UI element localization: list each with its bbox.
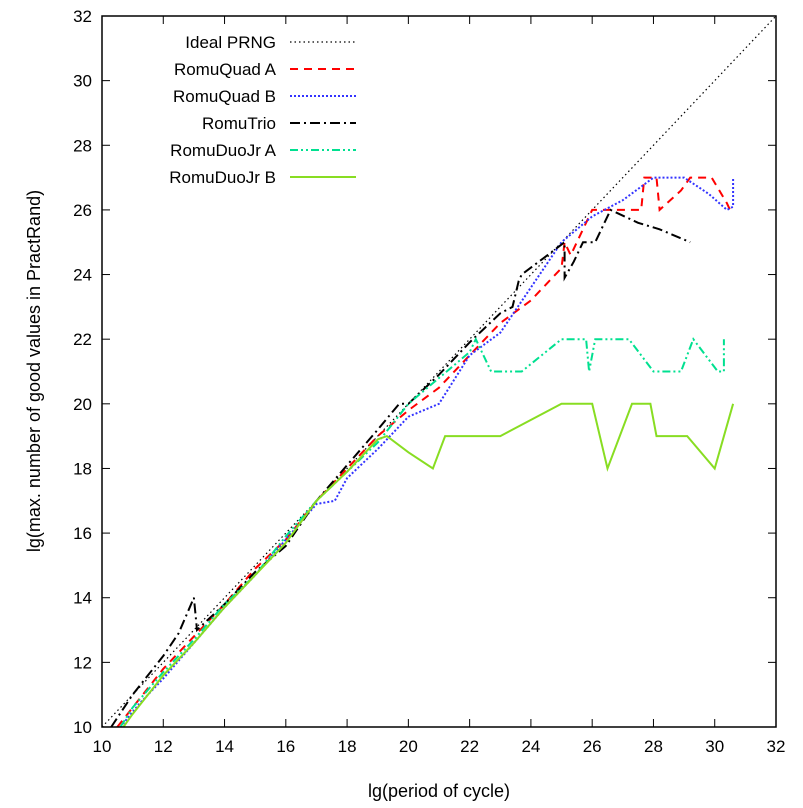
ticks-layer: 10 12 14 16 18 20 22 24 26 28 30 32 10 12 14 16 18 20 22 24…: [73, 7, 785, 756]
legend-label-romuduojr-b: RomuDuoJr B: [169, 168, 276, 187]
legend-label-ideal-prng: Ideal PRNG: [185, 33, 276, 52]
y-tick-label: 12: [73, 653, 92, 672]
legend-label-romutrio: RomuTrio: [202, 114, 276, 133]
series-line-romutrio: [110, 208, 691, 728]
x-axis-label: lg(period of cycle): [368, 781, 510, 801]
y-tick-label: 14: [73, 589, 92, 608]
y-tick-label: 24: [73, 266, 92, 285]
x-tick-label: 30: [705, 737, 724, 756]
x-tick-label: 24: [521, 737, 540, 756]
y-axis-label: lg(max. number of good values in PractRa…: [24, 190, 44, 552]
x-tick-label: 14: [215, 737, 234, 756]
y-tick-label: 20: [73, 395, 92, 414]
legend-label-romuquad-a: RomuQuad A: [174, 60, 277, 79]
series-layer: [101, 15, 777, 728]
x-tick-label: 10: [93, 737, 112, 756]
x-tick-label: 18: [338, 737, 357, 756]
series-line-ideal-prng: [101, 15, 777, 728]
x-tick-label: 26: [583, 737, 602, 756]
y-tick-label: 22: [73, 330, 92, 349]
x-tick-label: 20: [399, 737, 418, 756]
y-tick-label: 32: [73, 7, 92, 26]
legend-label-romuduojr-a: RomuDuoJr A: [170, 141, 276, 160]
y-tick-label: 18: [73, 459, 92, 478]
x-tick-label: 32: [767, 737, 786, 756]
x-tick-label: 12: [154, 737, 173, 756]
y-tick-label: 30: [73, 72, 92, 91]
series-line-romuquad-b: [119, 176, 735, 728]
y-tick-label: 26: [73, 201, 92, 220]
x-tick-label: 16: [276, 737, 295, 756]
plot-frame: [101, 15, 777, 728]
legend: Ideal PRNG RomuQuad A RomuQuad B RomuTrio Ro…: [169, 33, 356, 187]
y-tick-label: 10: [73, 718, 92, 737]
x-tick-label: 28: [644, 737, 663, 756]
y-tick-label: 16: [73, 524, 92, 543]
series-line-romuduojr-a: [119, 336, 725, 728]
y-tick-label: 28: [73, 136, 92, 155]
series-line-romuduojr-b: [122, 402, 735, 728]
legend-label-romuquad-b: RomuQuad B: [173, 87, 276, 106]
x-tick-label: 22: [460, 737, 479, 756]
